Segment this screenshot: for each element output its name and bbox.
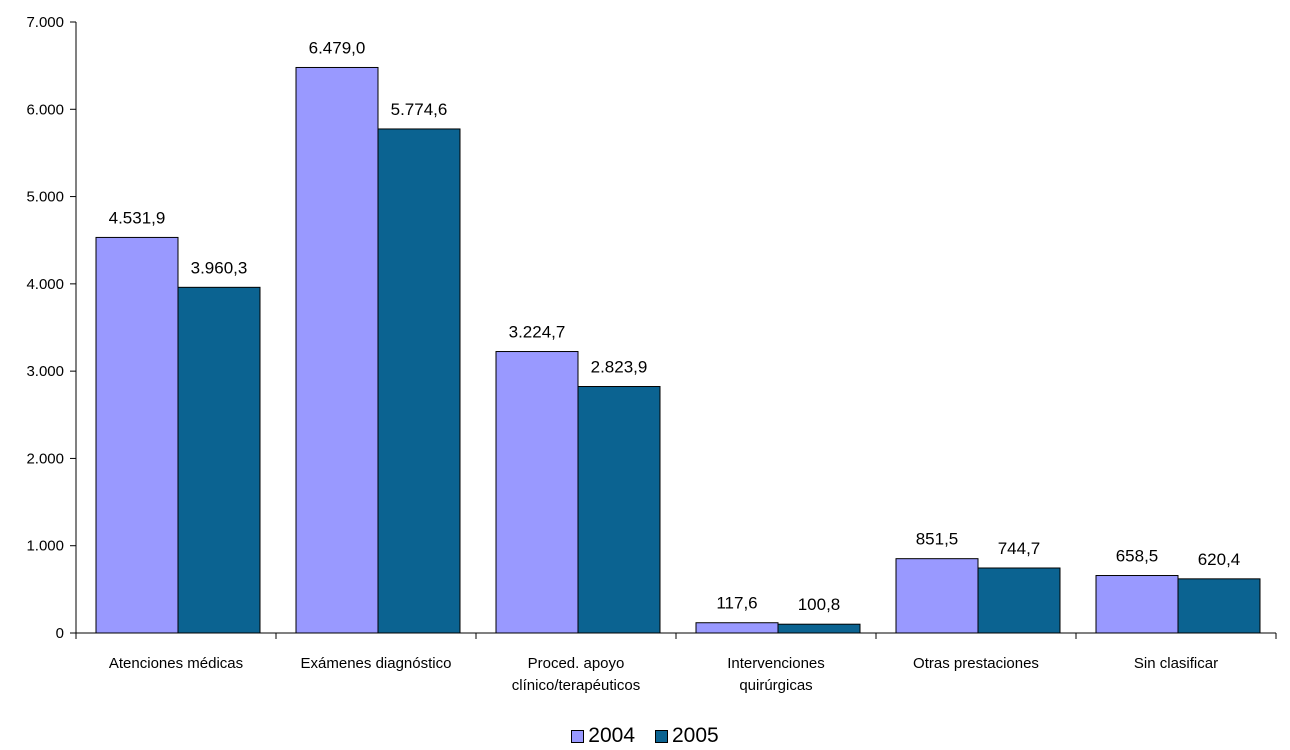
data-label-2004: 117,6 <box>716 594 757 613</box>
x-category-label: quirúrgicas <box>739 677 812 694</box>
x-category-label: clínico/terapéuticos <box>512 677 640 694</box>
data-label-2005: 2.823,9 <box>591 358 648 377</box>
bar-2004 <box>1095 575 1179 634</box>
data-label-2005: 744,7 <box>998 539 1041 558</box>
y-tick-label: 4.000 <box>26 276 64 293</box>
data-label-2005: 620,4 <box>1198 550 1241 569</box>
legend-item-2004: 2004 <box>571 724 635 748</box>
chart-legend: 2004 2005 <box>0 722 1290 750</box>
data-label-2004: 6.479,0 <box>309 38 366 57</box>
data-label-2005: 3.960,3 <box>191 258 248 277</box>
bar-2005 <box>377 128 461 634</box>
bar-2005 <box>977 567 1061 634</box>
y-tick-label: 5.000 <box>26 189 64 206</box>
x-category-label: Proced. apoyo <box>528 655 625 672</box>
legend-swatch <box>655 729 668 743</box>
bar-2005 <box>1177 578 1261 634</box>
legend-swatch <box>571 729 585 743</box>
y-tick-label: 0 <box>56 625 64 642</box>
data-label-2004: 4.531,9 <box>109 208 166 227</box>
bar-chart: 0 1.000 2.000 3.000 4.000 5.000 6.000 7.000 Aten… <box>26 14 1277 694</box>
bar-2004 <box>95 236 179 634</box>
bar-2004 <box>695 622 779 634</box>
data-label-2004: 851,5 <box>916 530 959 549</box>
y-tick-label: 2.000 <box>26 450 64 467</box>
bar-2004 <box>295 66 379 634</box>
bar-2005 <box>777 623 861 634</box>
x-category-label: Otras prestaciones <box>913 655 1039 672</box>
bar-2004 <box>495 351 579 634</box>
data-label-2005: 5.774,6 <box>391 100 448 119</box>
bar-2005 <box>177 286 261 634</box>
x-category-label: Sin clasificar <box>1134 655 1218 672</box>
data-label-2004: 3.224,7 <box>509 323 566 342</box>
y-tick-label: 3.000 <box>26 363 64 380</box>
y-tick-label: 6.000 <box>26 101 64 118</box>
bar-2004 <box>895 558 979 634</box>
legend-item-2005: 2005 <box>655 724 719 748</box>
legend-label: 2005 <box>672 724 719 747</box>
legend-label: 2004 <box>588 724 635 747</box>
bar-2005 <box>577 386 661 634</box>
x-category-label: Intervenciones <box>727 655 825 672</box>
data-label-2005: 100,8 <box>798 595 841 614</box>
x-category-label: Atenciones médicas <box>109 655 243 672</box>
y-tick-label: 7.000 <box>26 14 64 31</box>
x-category-label: Exámenes diagnóstico <box>301 655 452 672</box>
data-label-2004: 658,5 <box>1116 547 1159 566</box>
y-tick-label: 1.000 <box>26 538 64 555</box>
